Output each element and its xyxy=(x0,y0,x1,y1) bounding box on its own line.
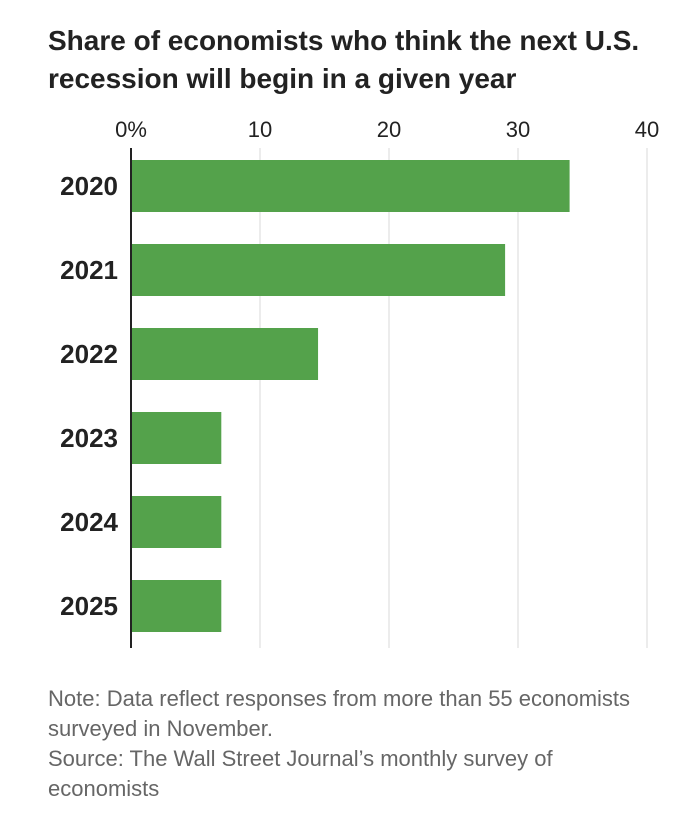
category-label: 2023 xyxy=(60,423,118,453)
y-axis-categories: 2020 2021 2022 2023 2024 2025 xyxy=(60,171,118,621)
x-tick-label: 30 xyxy=(506,117,530,142)
category-label: 2024 xyxy=(60,507,118,537)
category-label: 2021 xyxy=(60,255,118,285)
chart-title: Share of economists who think the next U… xyxy=(48,25,640,94)
bar-2022 xyxy=(131,328,319,380)
footer-note: Note: Data reflect responses from more t… xyxy=(48,686,631,741)
bar-2020 xyxy=(131,160,570,212)
x-tick-label: 0% xyxy=(115,117,147,142)
category-label: 2020 xyxy=(60,171,118,201)
category-label: 2022 xyxy=(60,339,118,369)
x-tick-label: 10 xyxy=(248,117,272,142)
bar-2021 xyxy=(131,244,506,296)
x-axis-ticks: 0% 10 20 30 40 xyxy=(115,117,659,142)
footer-source: Source: The Wall Street Journal’s monthl… xyxy=(48,746,553,801)
chart-footer: Note: Data reflect responses from more t… xyxy=(48,684,648,804)
bars xyxy=(131,160,570,632)
category-label: 2025 xyxy=(60,591,118,621)
x-tick-label: 20 xyxy=(377,117,401,142)
x-tick-label: 40 xyxy=(635,117,659,142)
bar-2023 xyxy=(131,412,222,464)
bar-2025 xyxy=(131,580,222,632)
bar-chart: 0% 10 20 30 40 2020 2021 2022 2023 2024 2025 xyxy=(60,117,659,648)
gridlines xyxy=(259,148,648,648)
bar-2024 xyxy=(131,496,222,548)
